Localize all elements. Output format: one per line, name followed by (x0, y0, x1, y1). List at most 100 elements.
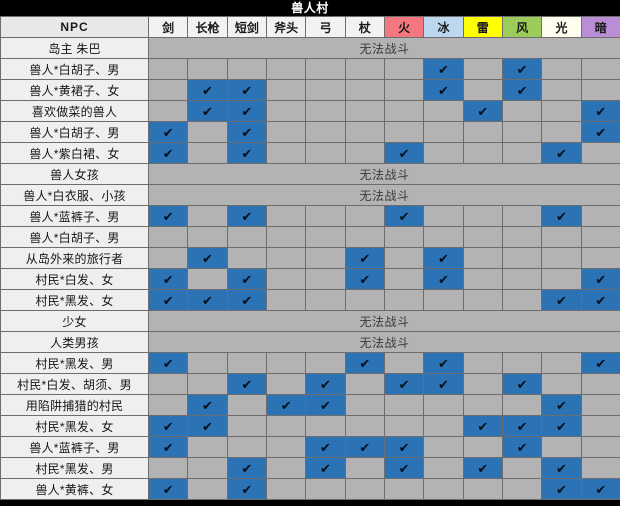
check-icon: ✔ (398, 376, 410, 392)
table-row: 兽人*紫白裙、女 ✔ ✔ ✔ ✔ (0, 142, 620, 164)
weakness-cell-empty (226, 415, 267, 437)
weakness-cell-empty (265, 142, 307, 164)
weakness-cell-empty (462, 142, 503, 164)
weakness-cell-empty (187, 58, 228, 80)
weakness-cell-empty (147, 457, 189, 479)
weakness-cell-empty (541, 352, 582, 374)
npc-name-cell: 兽人*黄裤、女 (0, 478, 149, 500)
weakness-cell-checked: ✔ (580, 100, 620, 122)
weakness-cell-empty (501, 289, 543, 311)
weakness-cell-empty (580, 226, 620, 248)
check-icon: ✔ (202, 250, 213, 266)
weakness-cell-checked: ✔ (226, 268, 267, 290)
table-row: 兽人*白胡子、男 (0, 226, 620, 248)
cannot-fight-cell: 无法战斗 (148, 37, 620, 59)
weakness-cell-checked: ✔ (423, 247, 464, 269)
weakness-cell-empty (383, 58, 425, 80)
weakness-cell-empty (501, 121, 543, 143)
weakness-cell-empty (501, 142, 543, 164)
weakness-cell-empty (187, 226, 228, 248)
check-icon: ✔ (241, 271, 253, 287)
weakness-cell-empty (344, 226, 385, 248)
weakness-cell-empty (265, 121, 307, 143)
weakness-cell-empty (305, 121, 346, 143)
weakness-cell-checked: ✔ (305, 457, 346, 479)
cannot-fight-cell: 无法战斗 (148, 331, 620, 353)
weakness-cell-checked: ✔ (226, 121, 267, 143)
weakness-cell-checked: ✔ (501, 415, 543, 437)
check-icon: ✔ (202, 418, 213, 434)
npc-name-cell: 兽人*白胡子、男 (0, 121, 149, 143)
check-icon: ✔ (555, 292, 567, 308)
check-icon: ✔ (241, 82, 253, 98)
weakness-cell-empty (305, 268, 346, 290)
weakness-cell-empty (383, 247, 425, 269)
weakness-cell-checked: ✔ (541, 394, 582, 416)
check-icon: ✔ (241, 208, 253, 224)
table-row: 喜欢做菜的兽人 ✔ ✔ ✔ ✔ (0, 100, 620, 122)
weakness-cell-empty (265, 436, 307, 458)
weakness-cell-empty (226, 226, 267, 248)
weakness-cell-empty (344, 79, 385, 101)
npc-name-cell: 少女 (0, 310, 149, 332)
header-row: NPC 剑长枪 短剑 斧头弓杖火冰雷风光暗 (0, 16, 620, 38)
weakness-cell-empty (501, 268, 543, 290)
column-header-fire: 火 (383, 16, 425, 38)
weakness-cell-empty (265, 457, 307, 479)
weakness-cell-checked: ✔ (187, 394, 228, 416)
npc-name-cell: 村民*黑发、女 (0, 415, 149, 437)
weakness-cell-checked: ✔ (305, 373, 346, 395)
table-row: 兽人*黄裤、女 ✔ ✔ ✔ ✔ (0, 478, 620, 500)
weakness-cell-checked: ✔ (580, 352, 620, 374)
check-icon: ✔ (280, 397, 292, 413)
check-icon: ✔ (241, 460, 253, 476)
check-icon: ✔ (241, 124, 253, 140)
weakness-cell-checked: ✔ (147, 478, 189, 500)
npc-name-cell: 兽人*紫白裙、女 (0, 142, 149, 164)
weakness-cell-empty (305, 100, 346, 122)
weakness-cell-empty (462, 247, 503, 269)
check-icon: ✔ (438, 82, 449, 98)
weakness-cell-empty (265, 478, 307, 500)
table-row: 兽人*黄裙子、女 ✔ ✔ ✔ ✔ (0, 79, 620, 101)
check-icon: ✔ (595, 271, 607, 287)
weakness-cell-empty (541, 79, 582, 101)
weakness-cell-checked: ✔ (501, 79, 543, 101)
weakness-cell-empty (305, 289, 346, 311)
weakness-cell-empty (265, 247, 307, 269)
weakness-cell-checked: ✔ (541, 457, 582, 479)
weakness-cell-empty (305, 205, 346, 227)
table-row: 村民*白发、女 ✔ ✔ ✔ ✔ ✔ (0, 268, 620, 290)
weakness-cell-empty (383, 121, 425, 143)
table-body: 岛主 朱巴 无法战斗 兽人*白胡子、男 ✔ ✔ 兽人*黄裙子、女 ✔ ✔ ✔ ✔ 喜欢做菜的兽人 ✔ ✔… (0, 37, 620, 500)
check-icon: ✔ (320, 460, 331, 476)
weakness-cell-empty (147, 226, 189, 248)
check-icon: ✔ (555, 397, 567, 413)
check-icon: ✔ (359, 271, 371, 287)
npc-name-cell: 岛主 朱巴 (0, 37, 149, 59)
table-header: NPC 剑长枪 短剑 斧头弓杖火冰雷风光暗 (0, 16, 620, 38)
check-icon: ✔ (516, 418, 528, 434)
weakness-cell-empty (501, 226, 543, 248)
weakness-cell-empty (541, 373, 582, 395)
check-icon: ✔ (320, 439, 331, 455)
weakness-cell-empty (344, 415, 385, 437)
table-row: 从岛外来的旅行者 ✔ ✔ ✔ (0, 247, 620, 269)
npc-name-cell: 村民*白发、女 (0, 268, 149, 290)
table-row: 人类男孩 无法战斗 (0, 331, 620, 353)
weakness-cell-checked: ✔ (226, 478, 267, 500)
table-row: 村民*黑发、男 ✔ ✔ ✔ ✔ ✔ (0, 457, 620, 479)
weakness-cell-checked: ✔ (344, 247, 385, 269)
weakness-cell-empty (462, 226, 503, 248)
weakness-cell-checked: ✔ (541, 142, 582, 164)
check-icon: ✔ (595, 355, 607, 371)
weakness-cell-empty (580, 415, 620, 437)
weakness-cell-empty (462, 289, 503, 311)
weakness-cell-checked: ✔ (541, 478, 582, 500)
check-icon: ✔ (555, 208, 567, 224)
weakness-cell-checked: ✔ (187, 289, 228, 311)
weakness-cell-empty (541, 436, 582, 458)
weakness-cell-empty (541, 247, 582, 269)
weakness-cell-checked: ✔ (383, 142, 425, 164)
weakness-cell-empty (305, 142, 346, 164)
